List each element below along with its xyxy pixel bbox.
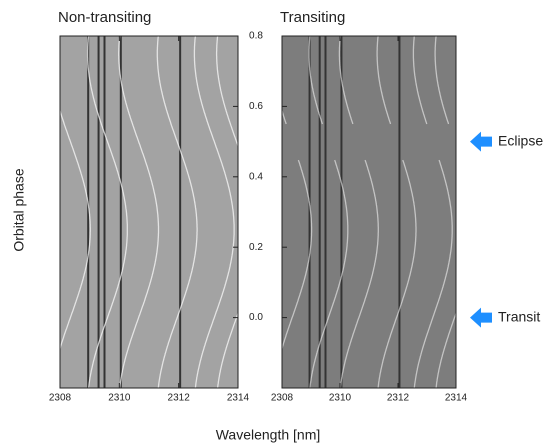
y-tick-label: 0.0 [249, 312, 263, 323]
annotation-arrow [470, 131, 492, 152]
panel-content [282, 36, 456, 388]
panel-title: Non-transiting [58, 9, 151, 26]
y-tick-label: 0.8 [249, 31, 263, 42]
panel-background [282, 36, 456, 388]
x-tick-label: 2314 [227, 393, 250, 404]
annotation-text: Eclipse [498, 132, 543, 148]
y-tick-label: 0.4 [249, 171, 263, 182]
planet-line [412, 36, 453, 388]
planet-line [193, 36, 235, 388]
x-axis-label: Wavelength [nm] [216, 427, 321, 443]
y-axis-label: Orbital phase [11, 168, 27, 251]
planet-line [308, 36, 349, 388]
x-tick-label: 2308 [271, 393, 294, 404]
planet-line [86, 36, 128, 388]
annotation-text: Transit [498, 308, 540, 324]
panel-content [60, 36, 238, 388]
panel-title: Transiting [280, 9, 345, 26]
annotation-arrow [470, 307, 492, 328]
x-tick-label: 2308 [49, 393, 72, 404]
panel-background [60, 36, 238, 388]
planet-line [338, 36, 379, 388]
x-tick-label: 2312 [387, 393, 410, 404]
planet-line [282, 108, 313, 351]
planet-line [215, 36, 238, 388]
planet-line [376, 36, 417, 388]
y-tick-label: 0.2 [249, 242, 263, 253]
y-tick-label: 0.6 [249, 101, 263, 112]
panel-frame [281, 35, 457, 389]
x-tick-label: 2312 [168, 393, 191, 404]
planet-line [156, 36, 198, 388]
planet-line [60, 108, 91, 351]
planet-line [434, 36, 456, 388]
panel-frame [59, 35, 239, 389]
x-tick-label: 2310 [108, 393, 131, 404]
planet-line [118, 36, 160, 388]
x-tick-label: 2314 [445, 393, 468, 404]
x-tick-label: 2310 [329, 393, 352, 404]
